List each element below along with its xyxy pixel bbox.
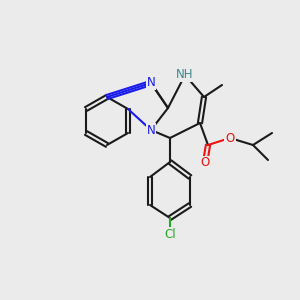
Text: NH: NH [176, 68, 194, 82]
Text: O: O [200, 157, 210, 169]
Text: N: N [147, 124, 155, 136]
Text: N: N [147, 76, 155, 89]
Text: O: O [225, 131, 235, 145]
Text: Cl: Cl [164, 227, 176, 241]
